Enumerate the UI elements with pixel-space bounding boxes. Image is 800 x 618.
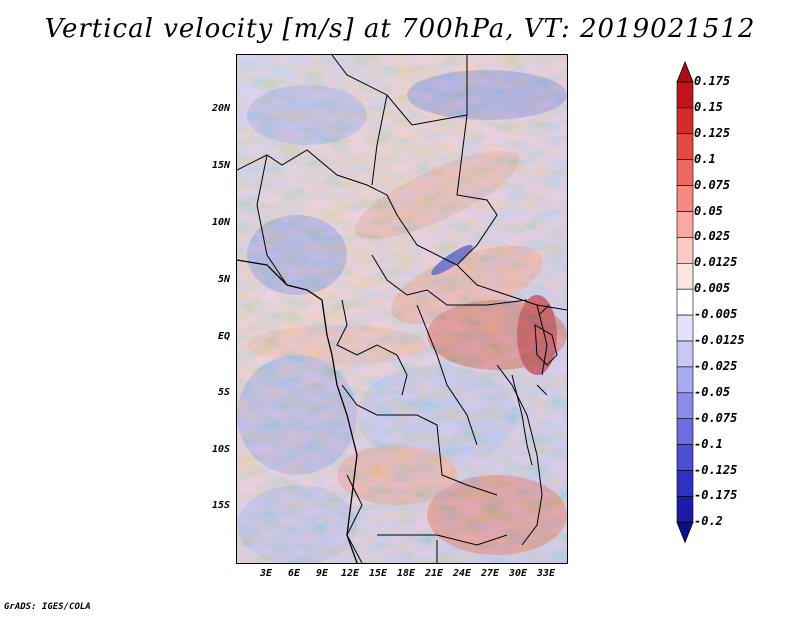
colorbar-segment bbox=[676, 496, 694, 523]
wind-field-map bbox=[237, 55, 567, 563]
lon-label: 21E bbox=[424, 568, 444, 579]
colorbar-label: -0.005 bbox=[694, 307, 738, 322]
lon-label: 33E bbox=[536, 568, 556, 579]
colorbar-segment bbox=[676, 211, 694, 238]
colorbar-label: 0.1 bbox=[694, 151, 716, 166]
colorbar-segment bbox=[676, 263, 694, 290]
colorbar-segment bbox=[676, 366, 694, 394]
lon-label: 3E bbox=[259, 568, 273, 579]
colorbar bbox=[676, 60, 694, 544]
lat-label: 10S bbox=[211, 444, 230, 455]
lon-label: 9E bbox=[315, 568, 329, 579]
colorbar-label: -0.075 bbox=[694, 410, 738, 425]
colorbar-label: 0.15 bbox=[694, 99, 723, 114]
colorbar-segment bbox=[676, 185, 694, 212]
colorbar-label: 0.005 bbox=[694, 281, 731, 296]
lat-label: 5N bbox=[217, 274, 230, 285]
colorbar-label: 0.175 bbox=[694, 74, 731, 88]
colorbar-segment bbox=[676, 237, 694, 264]
colorbar-segment bbox=[676, 288, 694, 316]
colorbar-label: 0.075 bbox=[694, 177, 731, 192]
colorbar-label: 0.025 bbox=[694, 229, 731, 244]
colorbar-label: 0.125 bbox=[694, 125, 731, 140]
colorbar-label: -0.2 bbox=[694, 514, 723, 529]
colorbar-segment bbox=[676, 81, 694, 109]
lon-label: 12E bbox=[340, 568, 360, 579]
colorbar-segment bbox=[676, 470, 694, 497]
lat-label: 15N bbox=[211, 160, 230, 171]
map-plot-area bbox=[236, 54, 568, 564]
lon-label: 27E bbox=[480, 568, 500, 579]
colorbar-segment bbox=[676, 418, 694, 445]
colorbar-segment bbox=[676, 314, 694, 342]
lat-label: 5S bbox=[217, 387, 230, 398]
colorbar-label: -0.0125 bbox=[694, 333, 745, 347]
colorbar-label: -0.125 bbox=[694, 462, 738, 477]
colorbar-segment bbox=[676, 107, 694, 135]
lon-label: 15E bbox=[368, 568, 388, 579]
colorbar-segment bbox=[676, 159, 694, 186]
lon-label: 24E bbox=[452, 568, 472, 579]
colorbar-segment bbox=[676, 444, 694, 471]
lon-label: 18E bbox=[396, 568, 416, 579]
colorbar-label: 0.05 bbox=[694, 203, 723, 218]
colorbar-label: -0.175 bbox=[694, 488, 738, 503]
lon-label: 30E bbox=[508, 568, 528, 579]
lat-label: 15S bbox=[211, 500, 230, 511]
lat-label: 10N bbox=[211, 217, 230, 228]
lat-label: EQ bbox=[217, 331, 230, 342]
colorbar-top-triangle bbox=[676, 60, 694, 83]
colorbar-bottom-triangle bbox=[676, 521, 694, 544]
colorbar-label: -0.025 bbox=[694, 358, 738, 373]
lon-label: 6E bbox=[287, 568, 301, 579]
colorbar-label: -0.1 bbox=[694, 436, 723, 451]
grads-credit: GrADS: IGES/COLA bbox=[4, 602, 91, 612]
lat-label: 20N bbox=[211, 103, 230, 114]
colorbar-label: -0.05 bbox=[694, 384, 731, 399]
colorbar-segment bbox=[676, 340, 694, 368]
colorbar-segment bbox=[676, 133, 694, 161]
colorbar-segment bbox=[676, 392, 694, 419]
colorbar-label: 0.0125 bbox=[694, 255, 738, 270]
chart-title: Vertical velocity [m/s] at 700hPa, VT: 2… bbox=[44, 14, 756, 44]
